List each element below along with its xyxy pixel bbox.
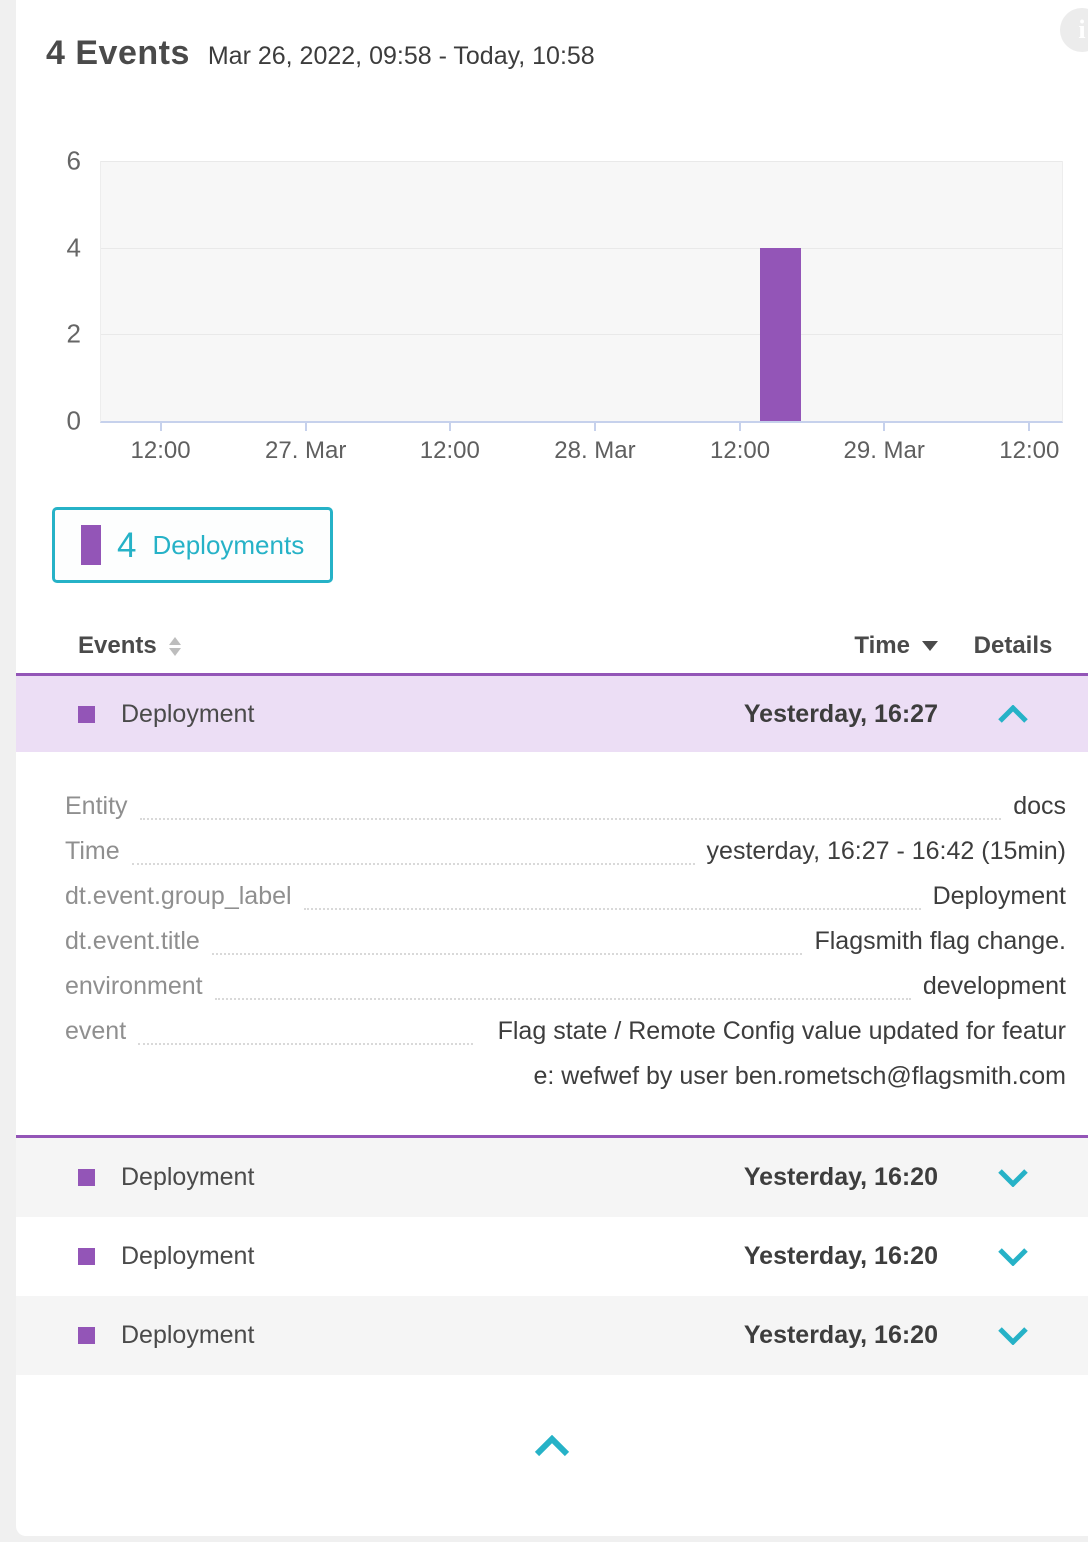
sort-icon [168,636,181,656]
detail-key: dt.event.group_label [65,882,292,910]
event-time: Yesterday, 16:20 [743,1163,938,1191]
time-header-label: Time [854,632,910,659]
gridline [101,334,1062,336]
info-icon[interactable]: i [1060,8,1088,52]
chevron-down-icon[interactable] [938,1326,1088,1345]
events-header-label: Events [78,632,157,659]
x-axis-tick [448,421,451,431]
x-axis-tick-label: 12:00 [130,437,191,464]
detail-value: development [922,972,1066,1000]
collapse-list-chevron-up-icon[interactable] [527,1429,577,1466]
x-axis-tick [883,421,886,431]
detail-value: docs [1013,792,1066,820]
dotted-leader [303,874,921,910]
chart-plot-area[interactable]: 0 2 4 6 12:00 27. Mar 12:00 28. Mar 12:00 29. Mar… [67,146,1063,464]
x-axis-tick-label: 27. Mar [265,437,347,464]
x-axis-tick [1028,421,1031,431]
event-row[interactable]: Deployment Yesterday, 16:20 [16,1138,1088,1217]
detail-value: Deployment [932,882,1066,910]
event-details-panel: Entity docs Time yesterday, 16:27 - 16:4… [16,752,1088,1138]
gridline [101,247,1062,249]
dotted-leader [131,829,695,865]
detail-row: Time yesterday, 16:27 - 16:42 (15min) [65,829,1066,874]
legend-count: 4 [117,525,137,565]
event-row-group: Deployment Yesterday, 16:27 Entity docs … [16,673,1088,1138]
time-range-label: Mar 26, 2022, 09:58 - Today, 10:58 [207,42,595,70]
y-axis-tick-label: 2 [66,318,81,349]
events-table: Events Time Details Deployment Yesterday… [16,619,1088,1466]
detail-row: event Flag state / Remote Config value u… [65,1009,1066,1099]
chevron-up-icon[interactable] [938,704,1088,724]
detail-row: dt.event.group_label Deployment [65,874,1066,919]
detail-key: dt.event.title [65,927,200,955]
chevron-down-icon[interactable] [938,1168,1088,1187]
x-axis-tick-label: 28. Mar [554,437,636,464]
dotted-leader [139,784,1002,820]
event-row-expanded[interactable]: Deployment Yesterday, 16:27 [16,673,1088,752]
event-row[interactable]: Deployment Yesterday, 16:20 [16,1296,1088,1375]
sort-desc-caret-icon [922,641,938,651]
x-axis-tick-label: 12:00 [419,437,480,464]
deployment-square-icon [78,1327,95,1344]
detail-key: Entity [65,792,128,820]
event-time: Yesterday, 16:27 [743,699,938,728]
x-axis-tick-label: 12:00 [710,437,771,464]
event-type-label: Deployment [121,1163,255,1191]
y-axis-tick-label: 0 [66,405,81,436]
x-axis-tick [593,421,596,431]
deployments-swatch-icon [81,525,101,565]
column-header-details: Details [973,632,1053,659]
event-type-label: Deployment [121,699,255,728]
x-axis-tick-label: 29. Mar [843,437,925,464]
deployment-square-icon [78,1248,95,1265]
detail-value: yesterday, 16:27 - 16:42 (15min) [706,837,1066,865]
detail-row: dt.event.title Flagsmith flag change. [65,919,1066,964]
dotted-leader [214,964,911,1000]
dotted-leader [138,1009,474,1045]
deployment-square-icon [78,705,95,723]
y-axis-tick-label: 4 [66,232,81,263]
page-title: 4 Events [46,34,190,72]
y-axis-tick-label: 6 [66,145,81,176]
panel-header: 4 Events Mar 26, 2022, 09:58 - Today, 10… [16,0,1088,73]
event-row[interactable]: Deployment Yesterday, 16:20 [16,1217,1088,1296]
event-type-label: Deployment [121,1321,255,1349]
detail-row: Entity docs [65,784,1066,829]
detail-value: Flagsmith flag change. [814,927,1066,955]
legend-deployments-button[interactable]: 4 Deployments [52,507,334,583]
gridline [101,161,1062,162]
x-axis-tick [159,421,162,431]
detail-key: environment [65,972,203,1000]
detail-key: Time [65,837,120,865]
column-header-time[interactable]: Time [698,632,938,660]
detail-value: Flag state / Remote Config value updated… [497,1017,1066,1090]
event-time: Yesterday, 16:20 [743,1321,938,1349]
detail-key: event [65,1017,127,1045]
events-panel: i 4 Events Mar 26, 2022, 09:58 - Today, … [16,0,1088,1536]
chevron-down-icon[interactable] [938,1247,1088,1266]
x-axis-tick [739,421,742,431]
dotted-leader [211,919,803,955]
event-type-label: Deployment [121,1242,255,1270]
event-time: Yesterday, 16:20 [743,1242,938,1270]
events-chart: 0 2 4 6 12:00 27. Mar 12:00 28. Mar 12:00 29. Mar… [67,146,1063,483]
column-header-events[interactable]: Events [78,632,698,660]
x-axis-tick [304,421,307,431]
table-header-row: Events Time Details [16,619,1088,673]
deployments-bar[interactable] [760,247,801,421]
legend-label: Deployments [152,530,305,560]
x-axis-tick-label: 12:00 [999,437,1060,464]
detail-row: environment development [65,964,1066,1009]
table-footer [16,1375,1088,1466]
deployment-square-icon [78,1169,95,1186]
